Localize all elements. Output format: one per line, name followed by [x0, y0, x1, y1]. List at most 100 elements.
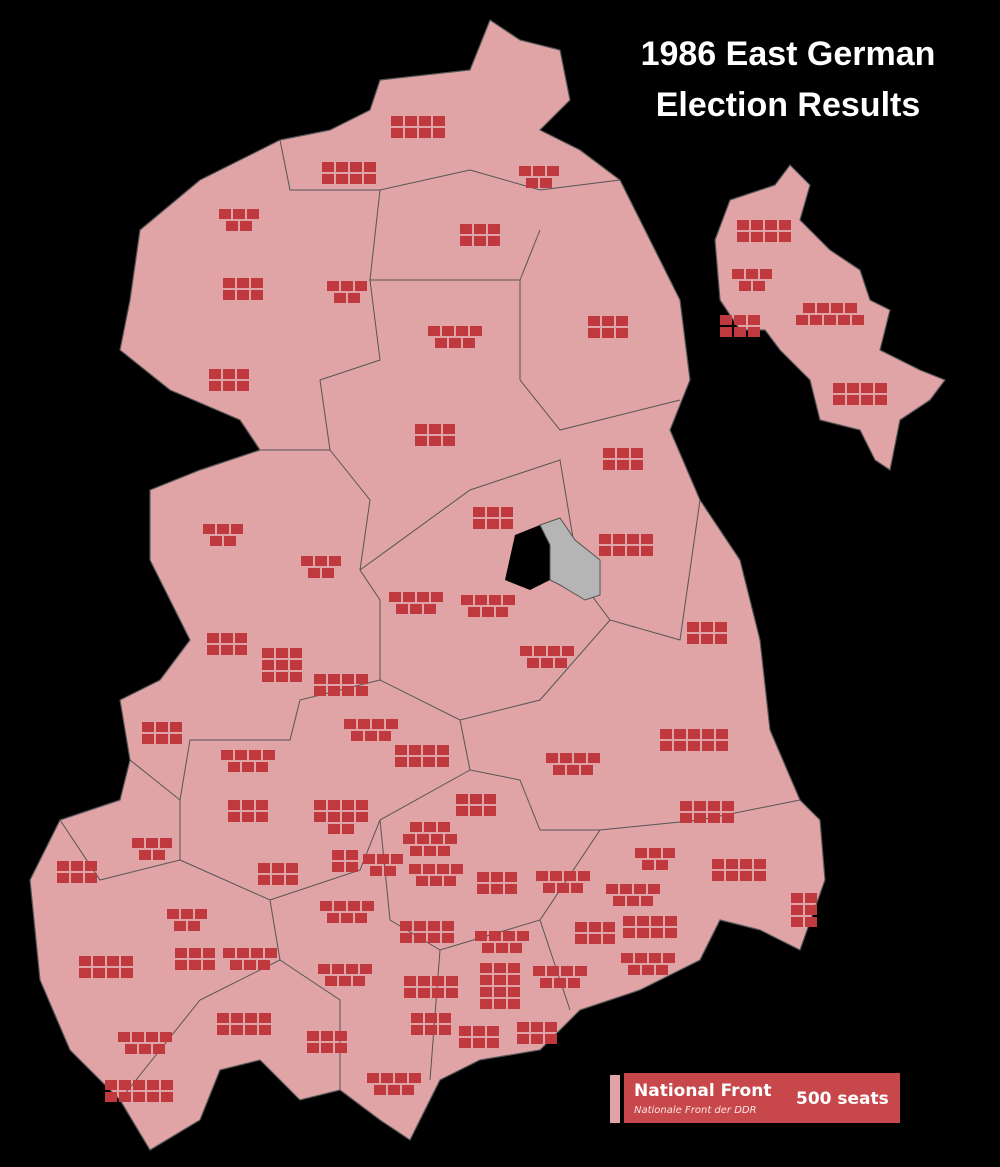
- seat-block: [660, 741, 672, 751]
- seat-block: [680, 813, 692, 823]
- seat-block: [635, 848, 647, 858]
- seat-block: [748, 327, 760, 337]
- seat-block: [107, 968, 119, 978]
- seat-block: [488, 224, 500, 234]
- seat-block: [431, 834, 443, 844]
- seat-block: [386, 719, 398, 729]
- seat-block: [217, 524, 229, 534]
- seat-block: [428, 326, 440, 336]
- seat-block: [286, 863, 298, 873]
- seat-block: [474, 236, 486, 246]
- seat-block: [170, 722, 182, 732]
- seat-block: [414, 921, 426, 931]
- seat-block: [437, 757, 449, 767]
- seat-block: [314, 800, 326, 810]
- seat-block: [170, 734, 182, 744]
- seat-block: [765, 220, 777, 230]
- seat-blocks: [57, 116, 887, 1102]
- seat-block: [328, 812, 340, 822]
- seat-block: [561, 966, 573, 976]
- seat-block: [57, 873, 69, 883]
- seat-block: [231, 1013, 243, 1023]
- seat-block: [195, 909, 207, 919]
- seat-block: [737, 220, 749, 230]
- seat-block: [475, 931, 487, 941]
- seat-block: [553, 765, 565, 775]
- seat-block: [336, 162, 348, 172]
- seat-block: [419, 128, 431, 138]
- seat-block: [209, 381, 221, 391]
- seat-block: [589, 934, 601, 944]
- seat-block: [242, 812, 254, 822]
- seat-block: [649, 848, 661, 858]
- seat-block: [147, 1080, 159, 1090]
- seat-block: [805, 893, 817, 903]
- seat-block: [314, 686, 326, 696]
- seat-block: [301, 556, 313, 566]
- seat-block: [223, 381, 235, 391]
- seat-block: [754, 871, 766, 881]
- seat-block: [286, 875, 298, 885]
- seat-block: [346, 964, 358, 974]
- seat-block: [444, 876, 456, 886]
- seat-block: [548, 646, 560, 656]
- seat-block: [531, 1034, 543, 1044]
- seat-block: [461, 595, 473, 605]
- seat-block: [468, 607, 480, 617]
- seat-block: [400, 921, 412, 931]
- seat-block: [487, 1038, 499, 1048]
- seat-block: [315, 556, 327, 566]
- seat-block: [543, 883, 555, 893]
- seat-block: [480, 963, 492, 973]
- seat-block: [545, 1034, 557, 1044]
- seat-block: [341, 281, 353, 291]
- seat-block: [603, 934, 615, 944]
- seat-block: [355, 281, 367, 291]
- seat-block: [533, 166, 545, 176]
- seat-block: [442, 326, 454, 336]
- seat-block: [356, 674, 368, 684]
- seat-block: [817, 303, 829, 313]
- seat-block: [410, 604, 422, 614]
- seat-block: [237, 381, 249, 391]
- seat-block: [402, 1085, 414, 1095]
- seat-block: [363, 854, 375, 864]
- seat-block: [240, 221, 252, 231]
- seat-block: [262, 672, 274, 682]
- seat-block: [488, 236, 500, 246]
- seat-block: [370, 866, 382, 876]
- seat-block: [221, 633, 233, 643]
- seat-block: [318, 964, 330, 974]
- seat-block: [665, 916, 677, 926]
- seat-block: [617, 460, 629, 470]
- seat-block: [404, 976, 416, 986]
- seat-block: [445, 834, 457, 844]
- seat-block: [474, 224, 486, 234]
- seat-block: [358, 719, 370, 729]
- seat-block: [824, 315, 836, 325]
- seat-block: [428, 933, 440, 943]
- seat-block: [188, 921, 200, 931]
- seat-block: [621, 953, 633, 963]
- seat-block: [321, 1043, 333, 1053]
- seat-block: [663, 848, 675, 858]
- seat-block: [404, 988, 416, 998]
- seat-block: [217, 1025, 229, 1035]
- seat-block: [627, 896, 639, 906]
- seat-block: [575, 922, 587, 932]
- seat-block: [411, 1013, 423, 1023]
- seat-block: [395, 1073, 407, 1083]
- seat-block: [494, 975, 506, 985]
- seat-block: [687, 634, 699, 644]
- seat-block: [328, 800, 340, 810]
- seat-block: [489, 931, 501, 941]
- seat-block: [665, 928, 677, 938]
- seat-block: [726, 859, 738, 869]
- seat-block: [425, 1013, 437, 1023]
- seat-block: [701, 634, 713, 644]
- seat-block: [534, 646, 546, 656]
- seat-block: [350, 174, 362, 184]
- seat-block: [334, 293, 346, 303]
- legend-box: [624, 1073, 900, 1123]
- seat-block: [473, 507, 485, 517]
